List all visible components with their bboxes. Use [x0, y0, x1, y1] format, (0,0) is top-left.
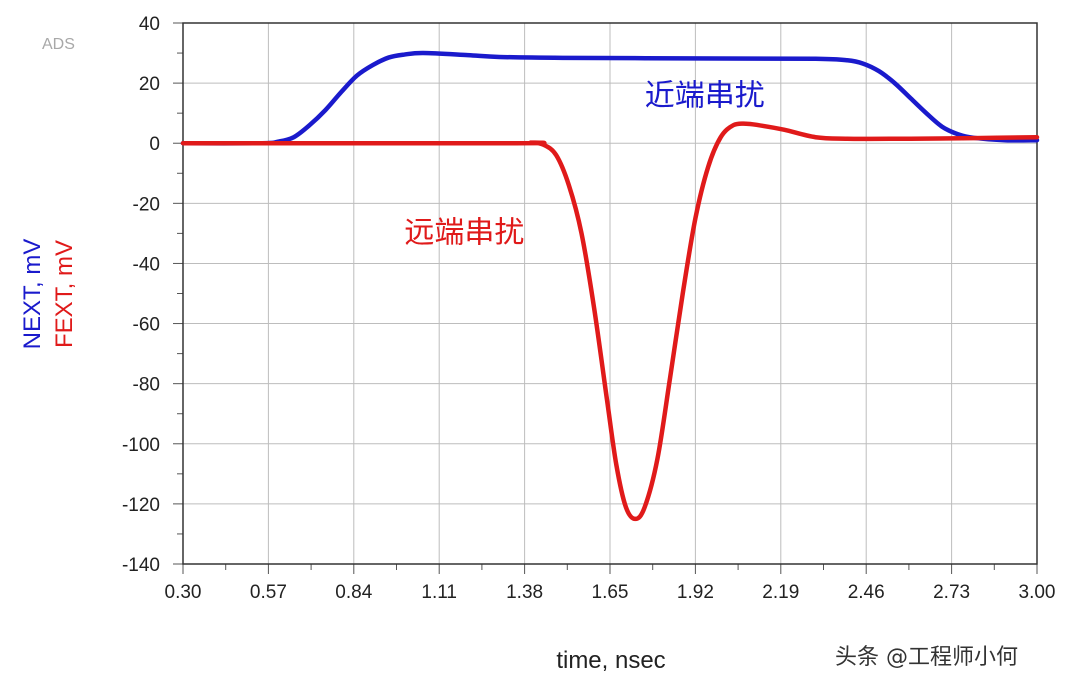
x-tick-label: 0.57: [250, 582, 287, 603]
y-tick-label: -100: [122, 435, 160, 456]
x-tick-label: 0.30: [165, 582, 202, 603]
x-tick-labels: 0.30 0.57 0.84 1.11 1.38 1.65 1.92 2.19 2.46 2.73…: [165, 582, 1056, 603]
grid: [182, 22, 1038, 565]
y-tick-label: -120: [122, 495, 160, 516]
y-tick-label: -80: [133, 375, 160, 396]
minor-ticks: [173, 22, 1038, 574]
x-tick-label: 0.84: [335, 582, 372, 603]
x-tick-label: 2.73: [933, 582, 970, 603]
x-tick-label: 2.46: [848, 582, 885, 603]
y-axis-label-fext: FEXT, mV: [51, 240, 78, 348]
y-tick-label: 0: [149, 134, 160, 155]
y-tick-label: 40: [139, 14, 160, 35]
y-tick-label: -20: [133, 194, 160, 215]
x-tick-label: 1.92: [677, 582, 714, 603]
y-axis-label-next: NEXT, mV: [19, 239, 46, 350]
y-axis-labels: NEXT, mV FEXT, mV: [19, 239, 78, 350]
x-tick-label: 1.65: [592, 582, 629, 603]
y-tick-label: -40: [133, 254, 160, 275]
x-tick-label: 1.38: [506, 582, 543, 603]
series-line-next: [180, 50, 1040, 146]
series-annotation-next: 近端串扰: [645, 79, 765, 114]
x-tick-label: 1.11: [421, 582, 457, 603]
y-tick-label: -60: [133, 315, 160, 336]
y-tick-labels: 40 20 0 -20 -40 -60 -80 -100 -120 -140: [122, 14, 160, 576]
series-line-fext: [180, 121, 1040, 522]
series-annotation-fext: 远端串扰: [404, 215, 524, 250]
x-tick-label: 3.00: [1019, 582, 1056, 603]
y-tick-label: 20: [139, 74, 160, 95]
x-axis-label: time, nsec: [556, 647, 665, 674]
watermark: 头条 @工程师小何: [835, 645, 1018, 670]
brand-label: ADS: [42, 36, 75, 53]
series-lines: [180, 50, 1040, 522]
plot-frame: [182, 22, 1038, 565]
x-tick-label: 2.19: [762, 582, 799, 603]
y-tick-label: -140: [122, 555, 160, 576]
